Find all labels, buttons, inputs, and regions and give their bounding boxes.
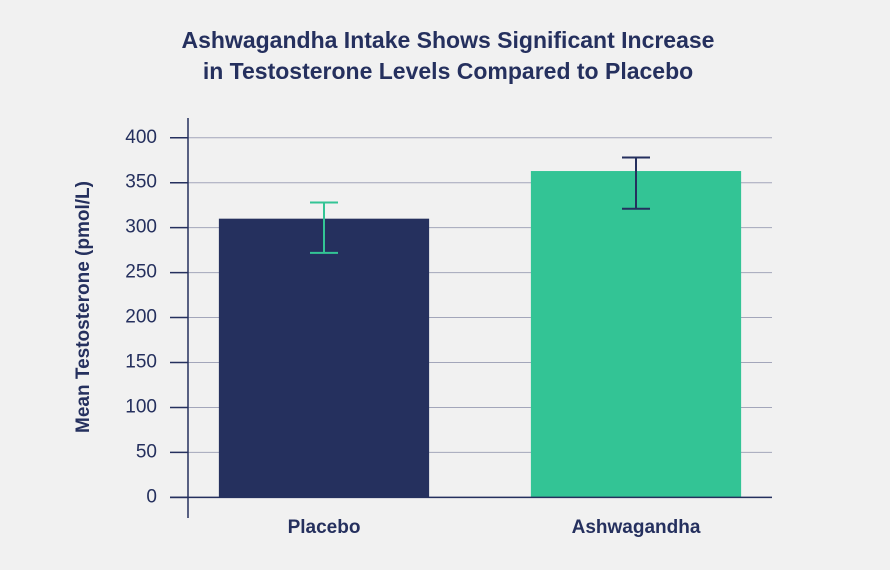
chart-title: in Testosterone Levels Compared to Place… xyxy=(203,58,693,84)
y-tick-label: 250 xyxy=(125,262,157,283)
y-tick-label: 0 xyxy=(146,486,157,507)
y-tick-label: 350 xyxy=(125,172,157,193)
x-tick-label: Ashwagandha xyxy=(572,517,701,538)
y-axis-label: Mean Testosterone (pmol/L) xyxy=(73,181,94,433)
y-tick-label: 150 xyxy=(125,352,157,373)
x-tick-label: Placebo xyxy=(288,517,361,538)
chart-title: Ashwagandha Intake Shows Significant Inc… xyxy=(182,27,715,53)
y-tick-label: 50 xyxy=(136,441,157,462)
bar xyxy=(530,171,742,498)
y-tick-label: 300 xyxy=(125,217,157,238)
bar xyxy=(218,218,430,498)
y-tick-label: 100 xyxy=(125,396,157,417)
y-tick-label: 200 xyxy=(125,307,157,328)
y-tick-label: 400 xyxy=(125,127,157,148)
